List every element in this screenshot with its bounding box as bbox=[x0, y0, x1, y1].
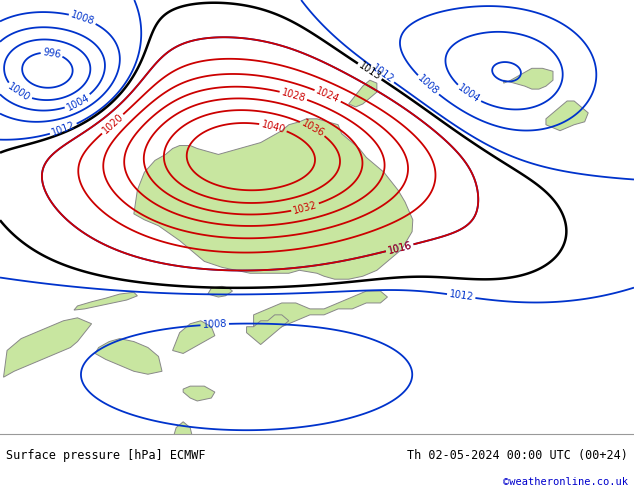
Text: 1016: 1016 bbox=[387, 240, 413, 256]
Polygon shape bbox=[247, 315, 289, 344]
Text: ©weatheronline.co.uk: ©weatheronline.co.uk bbox=[503, 477, 628, 487]
Polygon shape bbox=[4, 318, 91, 377]
Text: 1020: 1020 bbox=[100, 112, 125, 136]
Polygon shape bbox=[546, 101, 588, 131]
Polygon shape bbox=[172, 321, 215, 353]
Text: Th 02-05-2024 00:00 UTC (00+24): Th 02-05-2024 00:00 UTC (00+24) bbox=[407, 449, 628, 463]
Polygon shape bbox=[95, 339, 162, 374]
Text: 1012: 1012 bbox=[50, 121, 77, 138]
Text: 1016: 1016 bbox=[387, 240, 413, 256]
Text: Surface pressure [hPa] ECMWF: Surface pressure [hPa] ECMWF bbox=[6, 449, 206, 463]
Text: 1008: 1008 bbox=[69, 10, 96, 27]
Polygon shape bbox=[172, 422, 194, 448]
Polygon shape bbox=[134, 119, 413, 279]
Polygon shape bbox=[74, 292, 138, 310]
Text: 1028: 1028 bbox=[280, 87, 307, 104]
Polygon shape bbox=[503, 68, 553, 89]
Text: 1013: 1013 bbox=[357, 60, 383, 82]
Text: 1004: 1004 bbox=[456, 83, 482, 105]
Text: 1012: 1012 bbox=[448, 290, 474, 303]
Text: 1012: 1012 bbox=[370, 63, 396, 85]
Text: 996: 996 bbox=[42, 47, 61, 60]
Text: 1036: 1036 bbox=[299, 118, 326, 139]
Text: 1040: 1040 bbox=[260, 119, 287, 135]
Polygon shape bbox=[349, 80, 377, 107]
Polygon shape bbox=[208, 286, 233, 297]
Text: 1024: 1024 bbox=[314, 86, 341, 105]
Text: 1004: 1004 bbox=[65, 92, 91, 112]
Text: 1008: 1008 bbox=[416, 73, 441, 97]
Text: 1032: 1032 bbox=[292, 199, 318, 216]
Text: 1000: 1000 bbox=[6, 81, 32, 103]
Text: 1008: 1008 bbox=[202, 319, 227, 330]
Polygon shape bbox=[183, 386, 215, 401]
Polygon shape bbox=[254, 291, 387, 333]
